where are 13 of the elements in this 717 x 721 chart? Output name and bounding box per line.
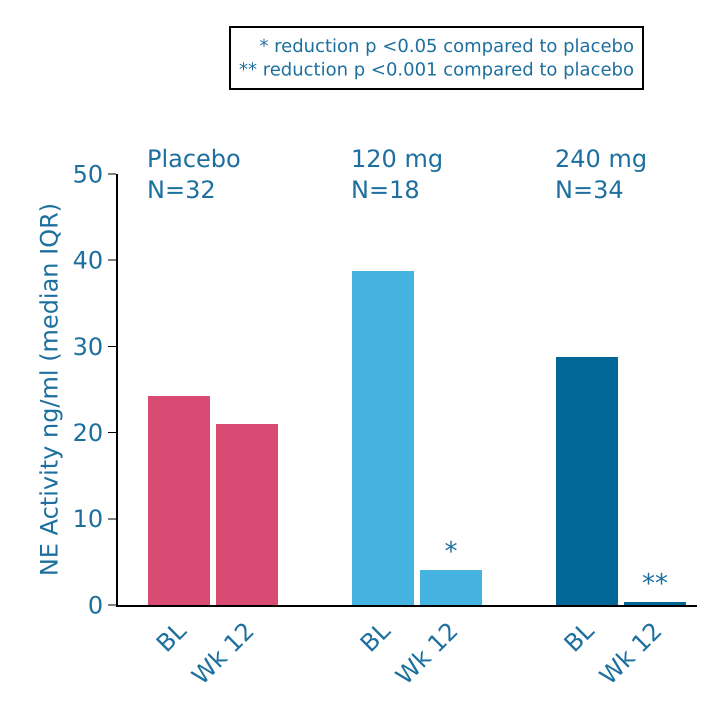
data-label: * — [444, 537, 458, 567]
y-tick-label: 20 — [72, 419, 104, 447]
y-tick-label: 10 — [72, 505, 104, 534]
text: * reduction p <0.05 compared to placebo ** reduction p <0.001 compared to placebo — [239, 36, 634, 80]
y-tick-label: 0 — [88, 591, 104, 620]
data-label: ** — [642, 569, 668, 599]
y-tick-label: 50 — [72, 160, 104, 188]
y-tick-label: 40 — [72, 246, 104, 275]
annotation: 120 mg N=18 — [351, 145, 444, 204]
y-axis-title: NE Activity ng/ml (median IQR) — [35, 202, 64, 576]
annotation: Placebo N=32 — [147, 145, 241, 204]
y-tick-label: 30 — [72, 332, 104, 361]
annotation: 240 mg N=34 — [555, 145, 648, 204]
